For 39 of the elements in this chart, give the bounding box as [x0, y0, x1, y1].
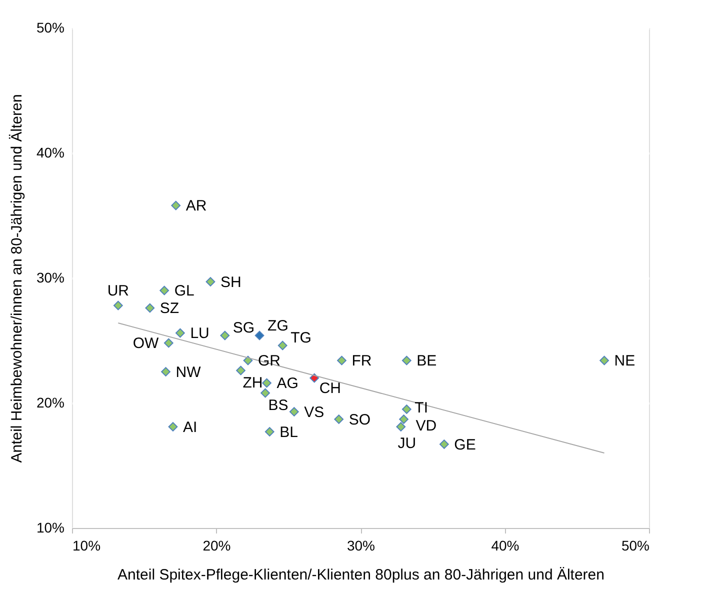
annotation: TI	[414, 399, 428, 416]
annotation: GR	[258, 352, 281, 370]
annotation: TG	[290, 330, 312, 346]
annotation: NE	[614, 352, 636, 370]
annotation: SZ	[160, 300, 180, 317]
annotation: CH	[319, 380, 342, 397]
annotation: AG	[276, 375, 298, 392]
y-tick-label: 50%	[36, 20, 64, 36]
annotation: OW	[132, 335, 160, 352]
annotation: BL	[280, 424, 298, 441]
annotation: NW	[176, 364, 202, 381]
annotation: AR	[186, 198, 207, 214]
x-tick-label: 30%	[346, 538, 376, 554]
annotation: BE	[416, 352, 437, 370]
annotation: SH	[220, 274, 242, 291]
y-axis-title: Anteil Heimbewohner/innen an 80-Jährigen und Älteren	[8, 94, 26, 463]
y-tick-label: 30%	[36, 270, 64, 286]
annotation: AI	[182, 418, 198, 436]
annotation: SO	[348, 411, 371, 428]
annotation: SG	[232, 320, 255, 336]
x-tick-label: 40%	[491, 538, 520, 554]
annotation: GE	[454, 436, 476, 454]
annotation: BS	[268, 397, 288, 414]
annotation: GL	[174, 282, 194, 300]
annotation: LU	[190, 325, 210, 342]
annotation: ZG	[268, 318, 288, 334]
annotation: FR	[352, 352, 372, 370]
annotation: UR	[107, 282, 130, 300]
annotation: VS	[304, 404, 324, 421]
x-tick-label: 20%	[202, 538, 231, 554]
annotation: JU	[398, 434, 416, 452]
annotation: VD	[416, 417, 437, 434]
y-tick-label: 40%	[36, 144, 64, 160]
y-tick-label: 10%	[36, 520, 64, 536]
x-tick-label: 50%	[621, 538, 650, 554]
annotation: ZH	[242, 374, 263, 392]
y-tick-label: 20%	[36, 394, 64, 410]
x-axis-title: Anteil Spitex-Pflege-Klienten/-Klienten 80plus an 80-Jährigen und Älteren	[118, 566, 604, 584]
x-tick-label: 10%	[72, 538, 101, 554]
